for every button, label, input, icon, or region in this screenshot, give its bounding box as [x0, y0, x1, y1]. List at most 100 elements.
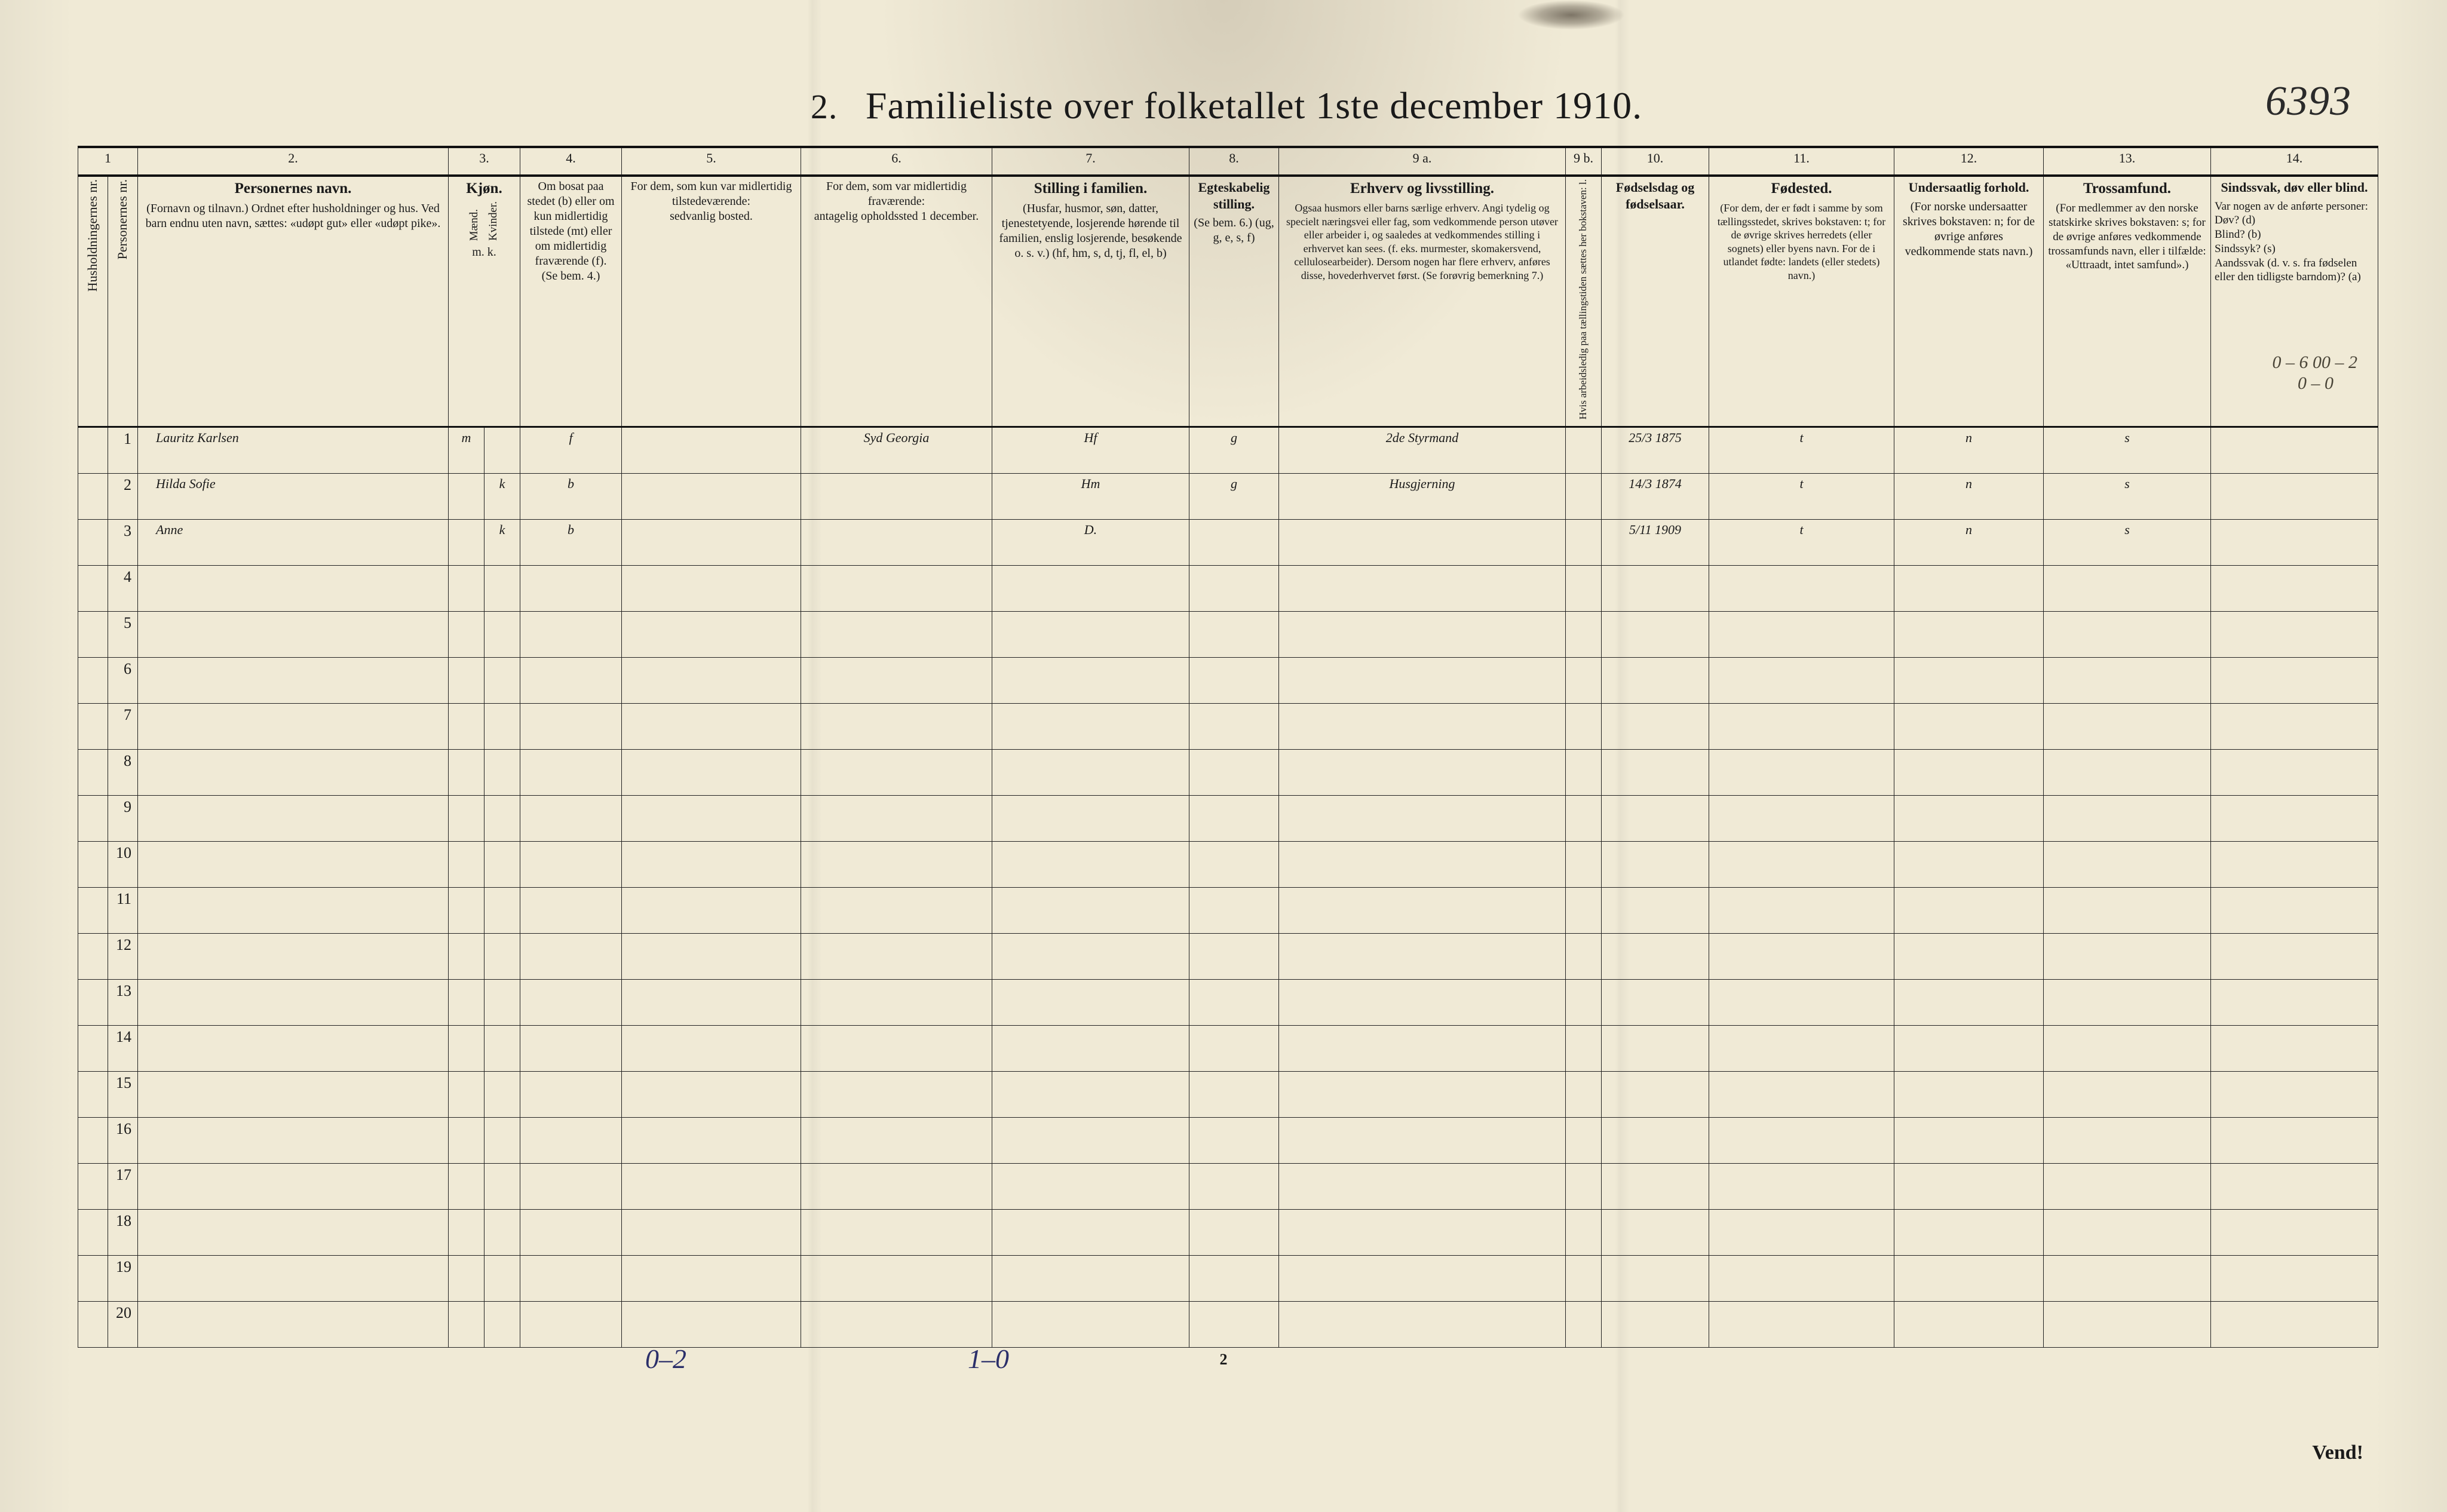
cell	[1566, 427, 1602, 473]
cell	[1279, 1163, 1566, 1209]
cell	[992, 979, 1189, 1025]
cell	[1279, 1117, 1566, 1163]
cell: Syd Georgia	[801, 427, 992, 473]
cell	[1602, 841, 1709, 887]
cell	[449, 657, 485, 703]
cell	[2044, 611, 2211, 657]
cell	[1279, 979, 1566, 1025]
cell	[1709, 979, 1894, 1025]
cell	[992, 1071, 1189, 1117]
cell	[1279, 519, 1566, 565]
cell	[1894, 841, 2044, 887]
table-row: 9	[78, 795, 2378, 841]
cell	[1566, 795, 1602, 841]
cell	[1894, 749, 2044, 795]
cell	[520, 1255, 622, 1301]
cell	[2044, 1301, 2211, 1347]
cell: 16	[108, 1117, 138, 1163]
cell	[801, 749, 992, 795]
cell: n	[1894, 519, 2044, 565]
cell	[449, 979, 485, 1025]
cell	[2211, 1163, 2378, 1209]
cell	[801, 1209, 992, 1255]
cell	[449, 1255, 485, 1301]
cell	[485, 795, 520, 841]
cell	[2211, 1025, 2378, 1071]
cell	[520, 1301, 622, 1347]
cell: k	[485, 519, 520, 565]
cell	[485, 611, 520, 657]
cell	[622, 565, 801, 611]
table-row: 2Hilda SofiekbHmgHusgjerning14/3 1874tns	[78, 473, 2378, 519]
table-row: 16	[78, 1117, 2378, 1163]
cell	[449, 519, 485, 565]
table-row: 3AnnekbD.5/11 1909tns	[78, 519, 2378, 565]
cell: b	[520, 473, 622, 519]
cell	[622, 887, 801, 933]
cell	[78, 519, 108, 565]
cell	[1566, 749, 1602, 795]
cell	[1189, 749, 1279, 795]
cell	[1189, 887, 1279, 933]
cell	[1279, 749, 1566, 795]
cell	[138, 1255, 449, 1301]
cell	[1566, 703, 1602, 749]
cell: Anne	[138, 519, 449, 565]
cell	[1279, 565, 1566, 611]
cell	[78, 657, 108, 703]
cell	[1566, 887, 1602, 933]
cell: 9	[108, 795, 138, 841]
cell	[1709, 1301, 1894, 1347]
cell: D.	[992, 519, 1189, 565]
cell	[138, 795, 449, 841]
cell	[449, 611, 485, 657]
cell	[1566, 1301, 1602, 1347]
cell	[801, 795, 992, 841]
cell	[992, 887, 1189, 933]
column-header-row: Husholdningernes nr. Personernes nr. Per…	[78, 176, 2378, 427]
cell	[78, 841, 108, 887]
cell	[992, 1025, 1189, 1071]
cell	[1566, 565, 1602, 611]
cell	[138, 1025, 449, 1071]
cell: 14/3 1874	[1602, 473, 1709, 519]
cell: 12	[108, 933, 138, 979]
census-page: 2. Familieliste over folketallet 1ste de…	[0, 0, 2447, 1512]
cell: s	[2044, 427, 2211, 473]
page-number: 2	[1220, 1351, 1228, 1369]
cell	[449, 795, 485, 841]
cell	[485, 1117, 520, 1163]
table-row: 14	[78, 1025, 2378, 1071]
cell	[1709, 565, 1894, 611]
cell	[78, 427, 108, 473]
cell	[485, 657, 520, 703]
cell: 18	[108, 1209, 138, 1255]
cell	[1279, 795, 1566, 841]
cell	[1279, 657, 1566, 703]
cell	[801, 1301, 992, 1347]
cell	[485, 703, 520, 749]
cell	[992, 1117, 1189, 1163]
cell	[1279, 611, 1566, 657]
cell	[1602, 1163, 1709, 1209]
cell	[78, 979, 108, 1025]
cell	[138, 933, 449, 979]
cell	[1566, 657, 1602, 703]
cell	[1189, 795, 1279, 841]
cell	[622, 979, 801, 1025]
cell	[2211, 565, 2378, 611]
cell	[1602, 1255, 1709, 1301]
cell	[78, 749, 108, 795]
cell	[1279, 887, 1566, 933]
colnum-6: 6.	[801, 147, 992, 176]
cell	[138, 611, 449, 657]
handwritten-id: 6393	[2265, 78, 2351, 125]
colnum-9b: 9 b.	[1566, 147, 1602, 176]
cell	[1709, 657, 1894, 703]
stain-mark	[1517, 0, 1625, 30]
cell	[1709, 1025, 1894, 1071]
cell	[2211, 427, 2378, 473]
cell: Husgjerning	[1279, 473, 1566, 519]
cell	[1894, 1209, 2044, 1255]
cell	[622, 933, 801, 979]
